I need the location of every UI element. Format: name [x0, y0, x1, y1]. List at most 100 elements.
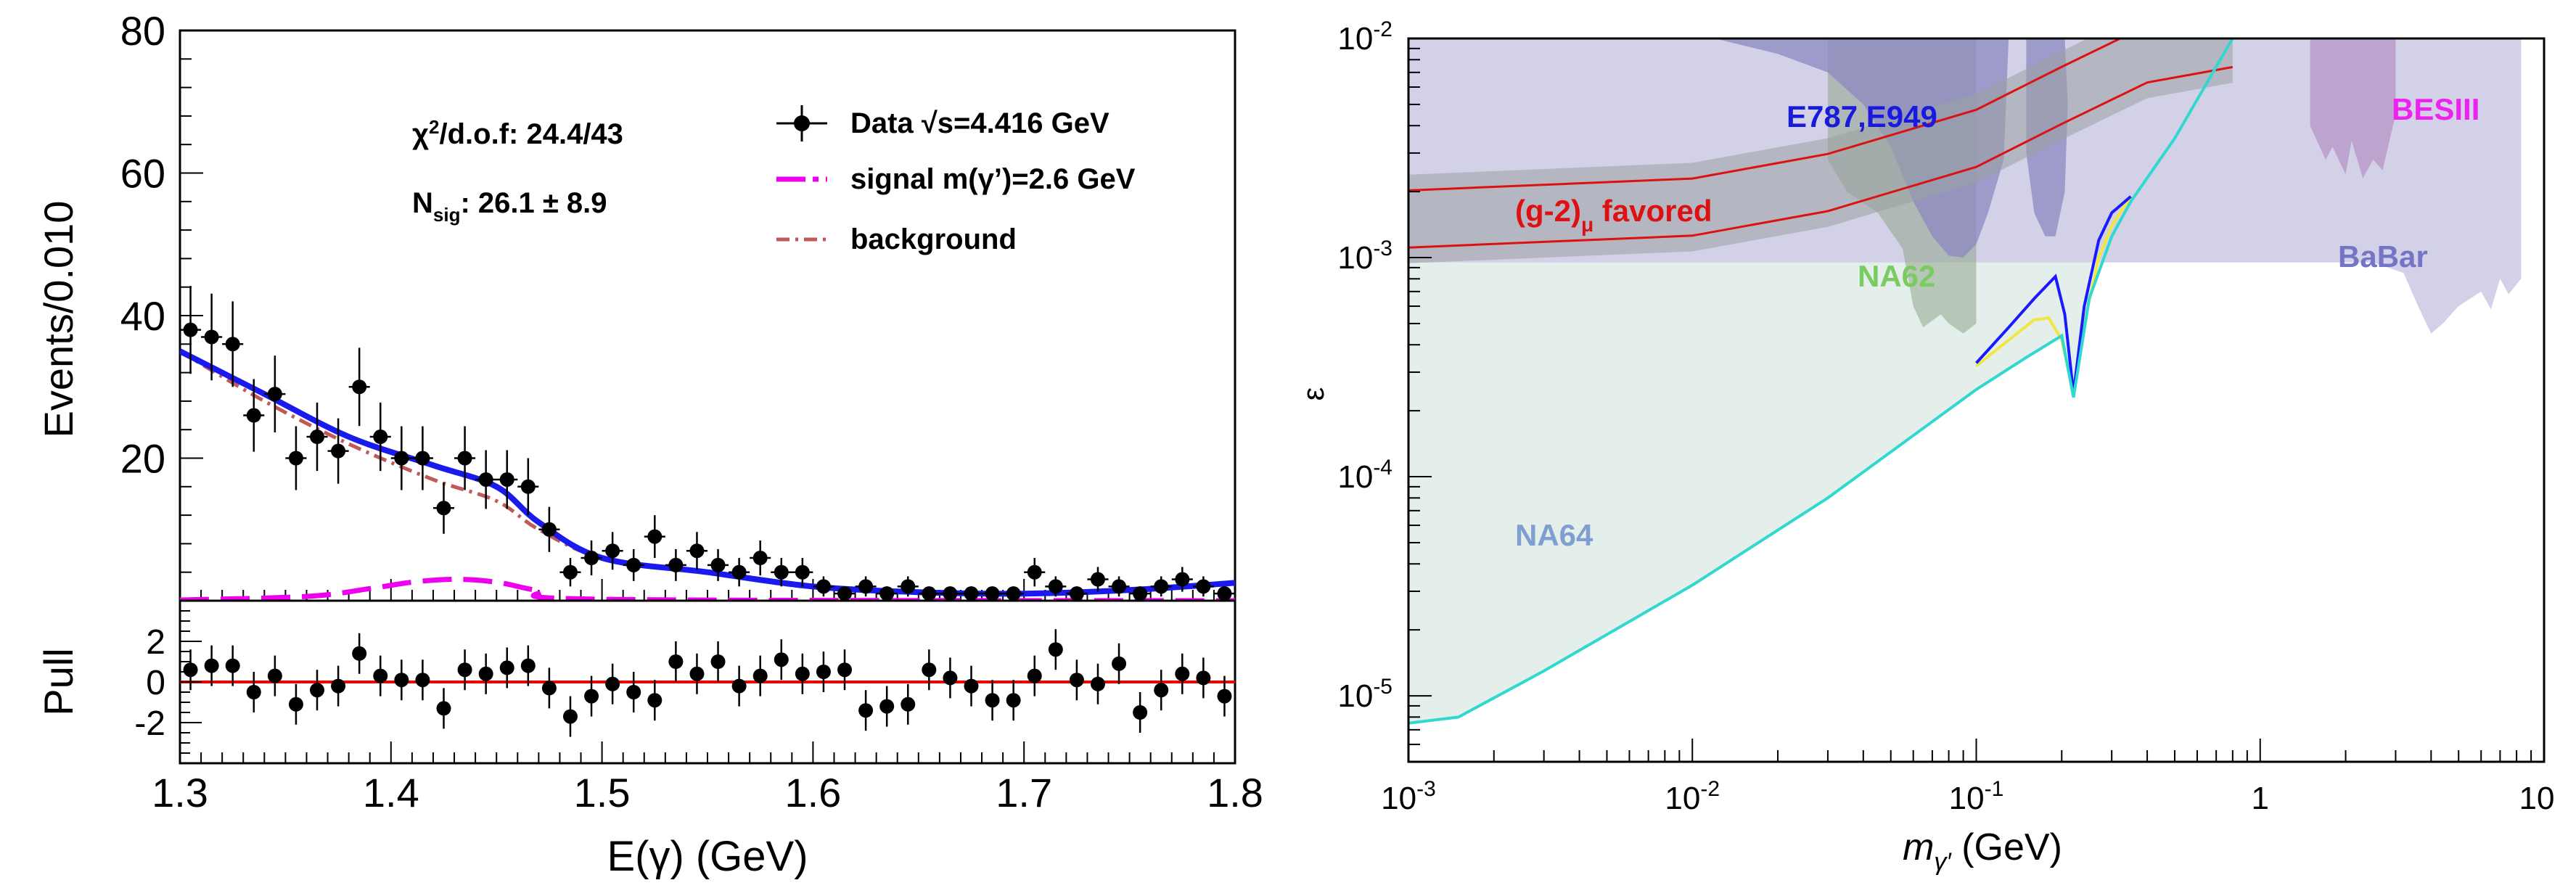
- exclusion-y-tick-label: 10-4: [1337, 456, 1392, 495]
- data-point: [1213, 586, 1235, 601]
- data-point: [1171, 567, 1193, 592]
- data-point: [707, 548, 729, 581]
- pull-x-tick-label: 1.7: [996, 770, 1052, 815]
- pull-y-label: Pull: [36, 648, 81, 715]
- pull-point: [183, 649, 198, 691]
- pull-point: [626, 672, 641, 712]
- pull-y-tick-label: 2: [146, 623, 165, 662]
- data-point: [348, 348, 370, 427]
- data-point: [960, 586, 983, 601]
- pull-point: [964, 665, 979, 707]
- pull-y-tick-label: 0: [146, 664, 165, 702]
- pull-point: [710, 641, 726, 682]
- data-point: [327, 418, 349, 484]
- data-point: [538, 506, 560, 552]
- data-point: [496, 450, 518, 509]
- data-point: [559, 558, 581, 587]
- pull-point: [584, 675, 599, 717]
- pull-point: [605, 663, 620, 704]
- pull-point: [478, 653, 493, 694]
- data-point: [876, 586, 898, 601]
- data-point: [306, 402, 328, 472]
- data-point: [644, 515, 665, 559]
- label-na64: NA64: [1515, 518, 1593, 552]
- na64-boundary: [1408, 38, 2234, 725]
- data-point: [581, 540, 602, 576]
- pull-point: [1069, 659, 1084, 701]
- data-point: [855, 576, 877, 597]
- label-g2: (g-2)μ favored: [1515, 194, 1712, 236]
- pull-x-tick-label: 1.4: [363, 770, 419, 815]
- pull-point: [1154, 670, 1169, 711]
- pull-point: [415, 659, 430, 701]
- exclusion-x-tick-label: 10-3: [1381, 777, 1436, 816]
- pull-point: [985, 680, 1000, 721]
- pull-point: [1027, 655, 1042, 696]
- pull-point: [457, 649, 472, 691]
- exclusion-x-tick-label: 1: [2252, 781, 2269, 816]
- pull-point: [267, 655, 282, 696]
- data-point: [475, 450, 497, 509]
- exclusion-x-tick-label: 10-1: [1949, 777, 2004, 816]
- pull-points: [183, 629, 1232, 737]
- pull-point: [288, 683, 303, 725]
- label-besiii: BESIII: [2392, 92, 2479, 126]
- besiii-region: [2310, 38, 2396, 178]
- pull-point: [816, 652, 831, 692]
- pull-point: [310, 670, 325, 711]
- label-e787: E787,E949: [1787, 99, 1937, 133]
- fit-legend: Data √s=4.416 GeV signal m(γ’)=2.6 GeV b…: [776, 105, 1136, 255]
- data-point: [1150, 576, 1172, 597]
- exclusion-y-tick-label: 10-5: [1337, 675, 1392, 714]
- g2-band-upper: [1408, 38, 2123, 192]
- legend-data-marker: [776, 105, 827, 141]
- data-point: [243, 379, 265, 452]
- pull-point: [1217, 675, 1232, 717]
- data-point: [1108, 576, 1130, 597]
- pull-point: [499, 647, 514, 689]
- data-point: [411, 426, 433, 490]
- exclusion-panel: 10-3 10-2 10-1 1 10 10-5 10-4 10-3 10-2 ε mγ′ (…: [1296, 17, 2554, 876]
- exclusion-x-axis: 10-3 10-2 10-1 1 10: [1381, 739, 2554, 816]
- pull-point: [1112, 643, 1127, 684]
- limit-blue: [1975, 195, 2132, 394]
- data-point: [390, 426, 412, 490]
- exclusion-x-tick-label: 10-2: [1665, 777, 1720, 816]
- data-point: [813, 576, 834, 597]
- pull-point: [352, 633, 367, 674]
- exclusion-y-axis: 10-5 10-4 10-3 10-2: [1337, 17, 1432, 746]
- pull-x-tick-label: 1.5: [574, 770, 631, 815]
- label-na62: NA62: [1858, 259, 1935, 293]
- nsig-annotation: Nsig: 26.1 ± 8.9: [412, 187, 607, 226]
- pull-point: [1196, 657, 1211, 699]
- pull-point: [1175, 653, 1190, 694]
- data-point: [1024, 558, 1046, 587]
- pull-panel: 20-2 1.3 1.4 1.5 1.6 1.7 1.8 Pull E(γ) (GeV): [36, 599, 1263, 880]
- pull-point: [668, 641, 684, 682]
- pull-point: [795, 653, 810, 694]
- data-point: [939, 586, 961, 601]
- pull-point: [541, 667, 557, 709]
- legend-signal-label: signal m(γ’)=2.6 GeV: [850, 163, 1136, 195]
- pull-point: [204, 645, 219, 686]
- pull-point: [1006, 680, 1021, 721]
- pull-x-tick-label: 1.8: [1207, 770, 1263, 815]
- data-point: [180, 286, 202, 374]
- pull-point: [858, 690, 874, 731]
- g2-band: [1408, 38, 2233, 263]
- fit-y-tick-label: 60: [120, 151, 165, 197]
- label-babar: BaBar: [2338, 239, 2428, 274]
- data-point: [686, 532, 707, 570]
- pull-point: [520, 645, 536, 686]
- pull-point: [879, 686, 895, 727]
- pull-point: [752, 655, 768, 696]
- pull-point: [943, 657, 958, 699]
- legend-data-label: Data √s=4.416 GeV: [850, 107, 1109, 139]
- data-point: [201, 293, 223, 381]
- data-point: [623, 548, 644, 581]
- exclusion-y-tick-label: 10-3: [1337, 237, 1392, 276]
- data-point: [264, 355, 286, 432]
- data-point: [750, 540, 771, 576]
